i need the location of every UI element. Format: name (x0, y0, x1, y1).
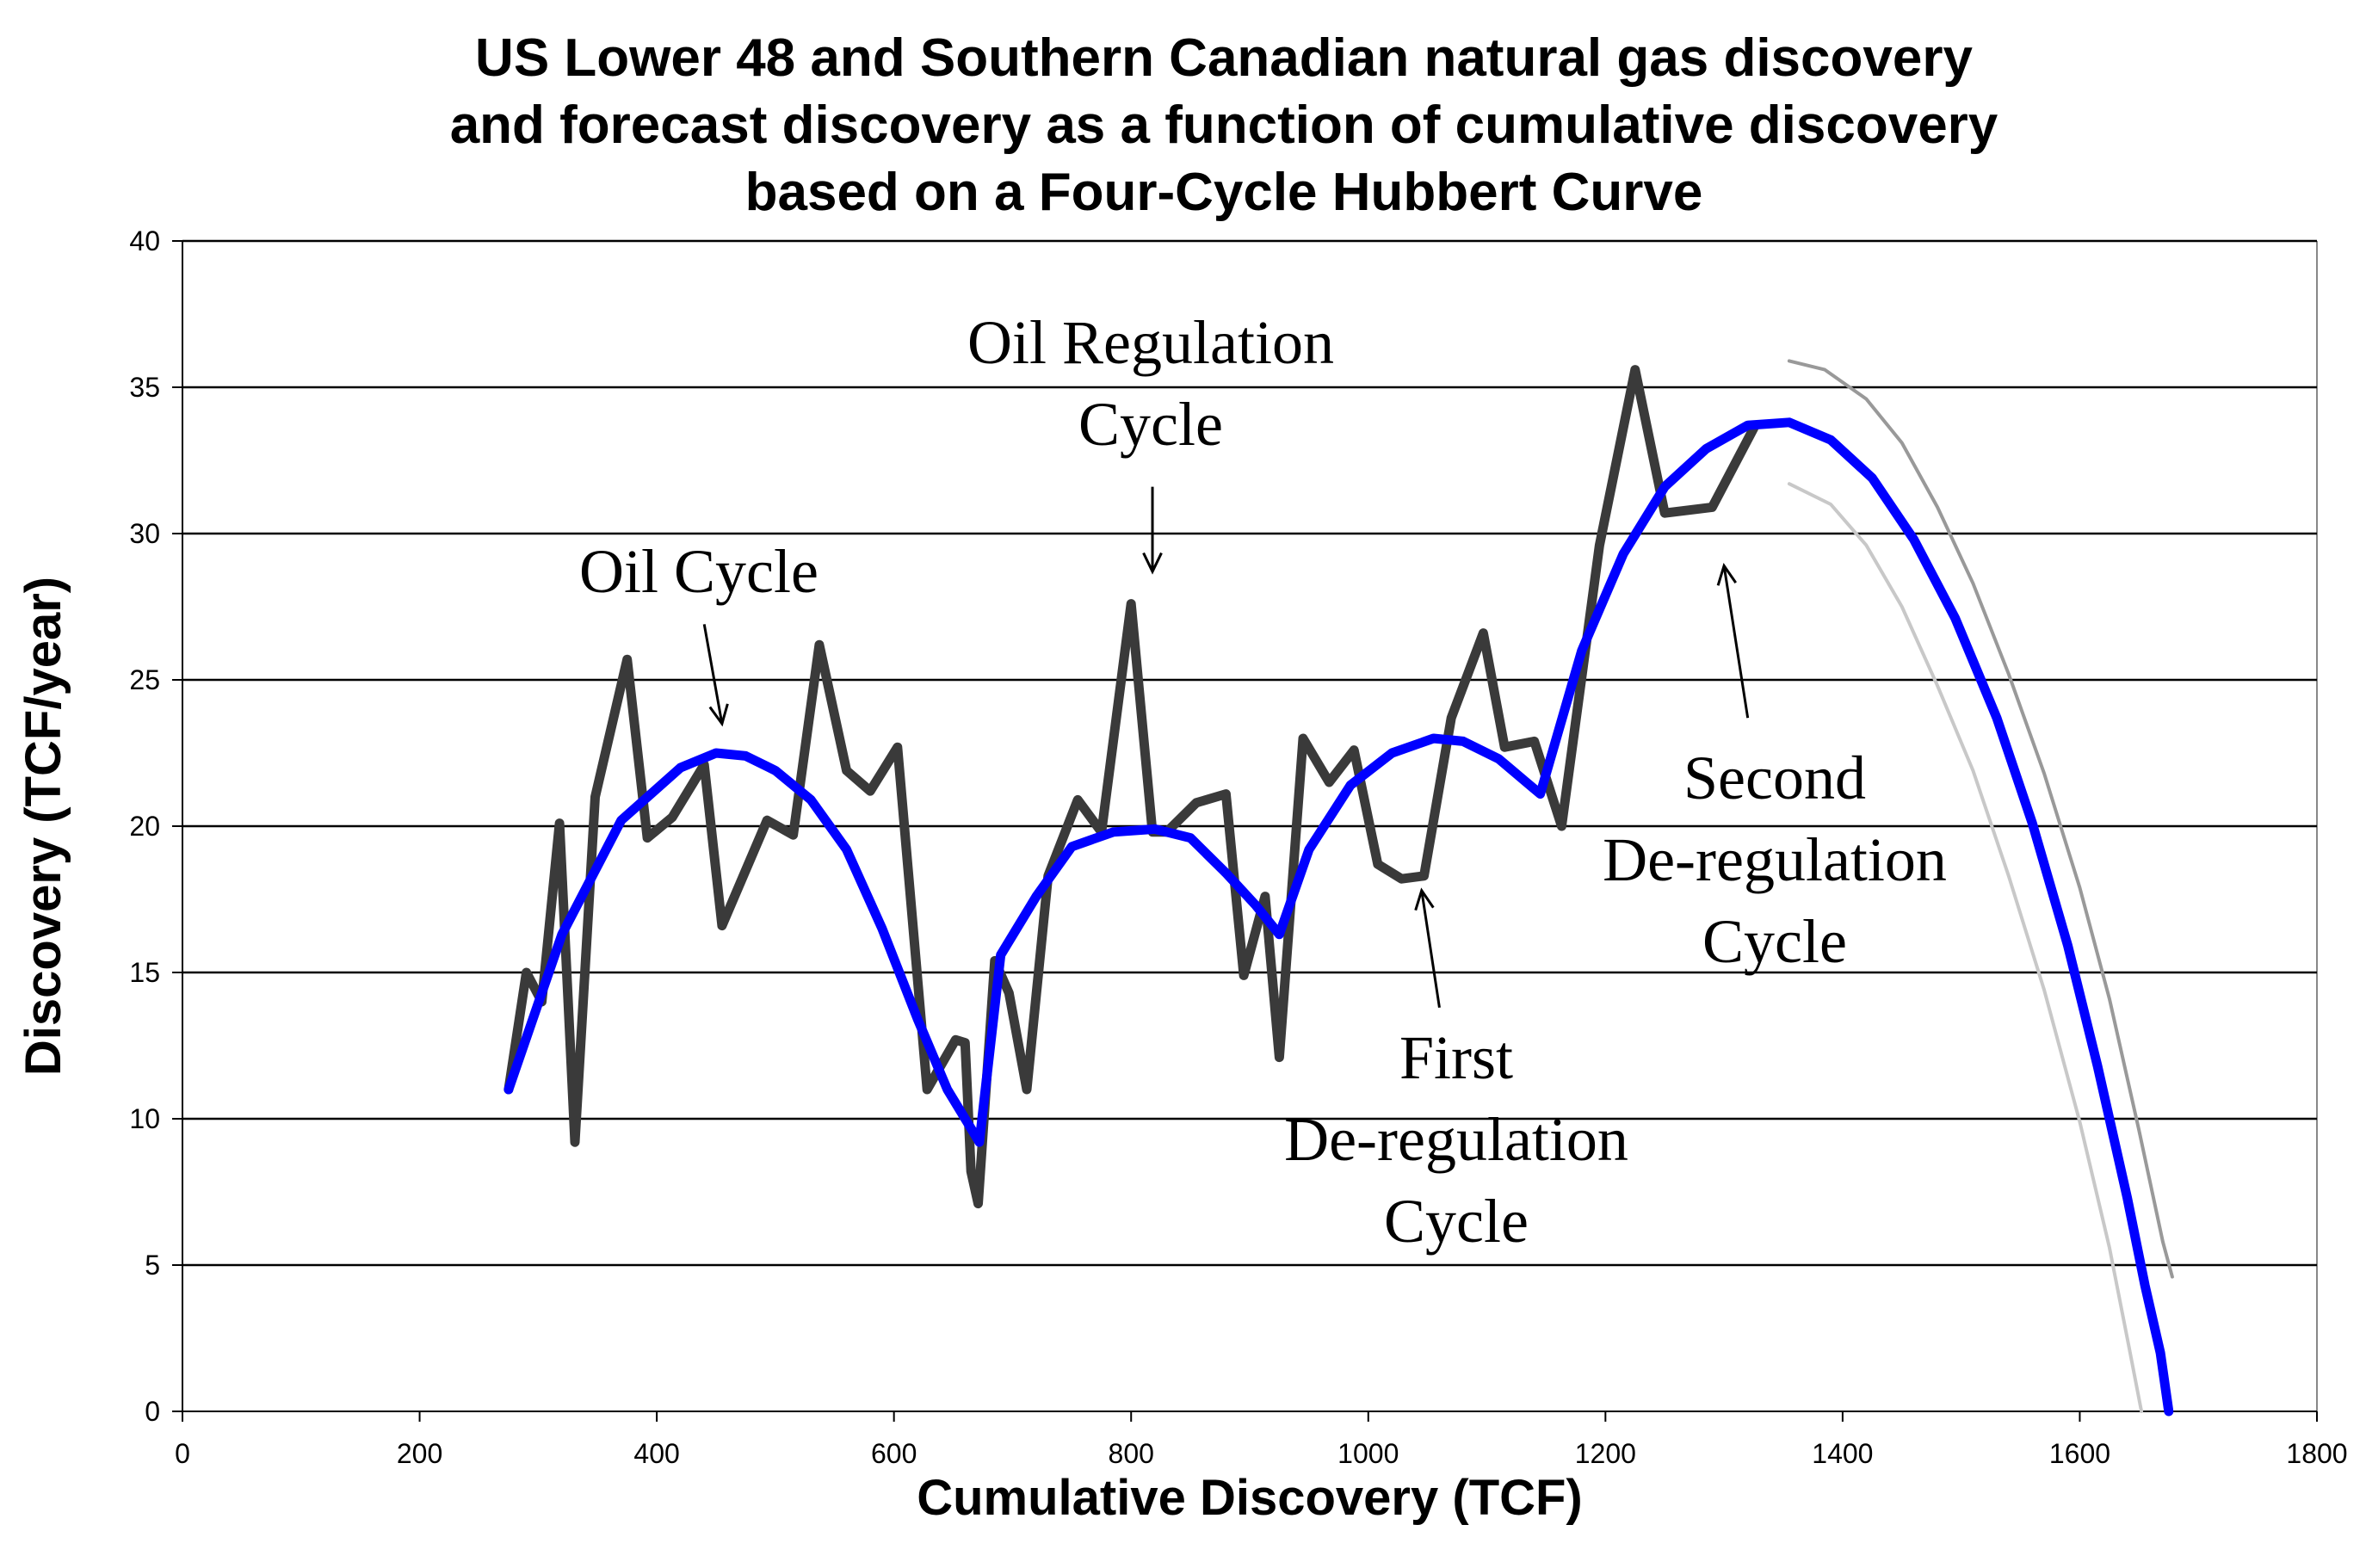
annotation-oil-cycle: Oil Cycle (579, 537, 819, 727)
y-axis-title: Discovery (TCF/year) (15, 577, 71, 1076)
annotation-text: Cycle (1384, 1187, 1529, 1256)
x-tick-label: 1600 (2049, 1438, 2110, 1469)
annotation-text: De-regulation (1603, 825, 1947, 894)
series-line-upper-forecast-bound (1787, 359, 2174, 1279)
annotation-text: De-regulation (1284, 1105, 1628, 1174)
annotation-text: Oil Regulation (967, 308, 1334, 377)
annotation-second-de-regulation-cycle: Second De-regulation Cycle (1603, 562, 1947, 976)
annotation-arrowhead (1716, 562, 1737, 586)
annotation-oil-regulation-cycle: Oil Regulation Cycle (967, 308, 1334, 575)
annotation-first-de-regulation-cycle: First De-regulation Cycle (1284, 887, 1628, 1256)
y-tick-label: 0 (145, 1396, 160, 1427)
y-tick-label: 40 (129, 225, 160, 256)
y-tick-label: 5 (145, 1250, 160, 1281)
series (503, 359, 2174, 1417)
y-tick-label: 10 (129, 1103, 160, 1134)
series-line-four-cycle-hubbert-model (503, 417, 2174, 1417)
gridlines (182, 239, 2317, 1267)
x-tick-label: 600 (871, 1438, 917, 1469)
series-line-lower-forecast-bound (1787, 482, 2144, 1413)
annotation-arrowhead (1142, 552, 1163, 575)
series-line-actual-discovery (503, 365, 1759, 1209)
y-tick-label: 35 (129, 372, 160, 403)
x-tick-label: 0 (175, 1438, 190, 1469)
x-tick-label: 1000 (1337, 1438, 1399, 1469)
annotation-arrow (702, 624, 724, 725)
x-tick-label: 800 (1109, 1438, 1154, 1469)
annotation-arrowhead (1414, 887, 1435, 911)
annotation-text: Oil Cycle (579, 537, 819, 606)
y-tick-label: 30 (129, 518, 160, 549)
x-tick-label: 1200 (1575, 1438, 1636, 1469)
y-tick-label: 15 (129, 957, 160, 988)
annotation-arrowhead (708, 703, 729, 727)
y-tick-label: 25 (129, 664, 160, 695)
title-line-2: and forecast discovery as a function of … (450, 96, 1998, 155)
annotation-text: Second (1683, 744, 1866, 812)
y-tick-label: 20 (129, 811, 160, 842)
annotation-arrow (1722, 565, 1750, 719)
annotation-text: Cycle (1702, 907, 1847, 976)
x-axis-title: Cumulative Discovery (TCF) (917, 1470, 1583, 1526)
annotation-text: Cycle (1078, 390, 1223, 459)
chart-title: US Lower 48 and Southern Canadian natura… (450, 28, 1998, 222)
annotation-arrow (1420, 890, 1441, 1009)
x-tick-label: 1400 (1812, 1438, 1873, 1469)
title-line-3: based on a Four-Cycle Hubbert Curve (745, 163, 1703, 222)
x-tick-label: 400 (633, 1438, 679, 1469)
annotations: Oil Regulation Cycle Oil Cycle First De-regu… (579, 308, 1947, 1256)
title-line-1: US Lower 48 and Southern Canadian natura… (475, 28, 1973, 88)
x-tick-label: 200 (397, 1438, 442, 1469)
x-tick-label: 1800 (2286, 1438, 2347, 1469)
annotation-text: First (1399, 1023, 1513, 1092)
